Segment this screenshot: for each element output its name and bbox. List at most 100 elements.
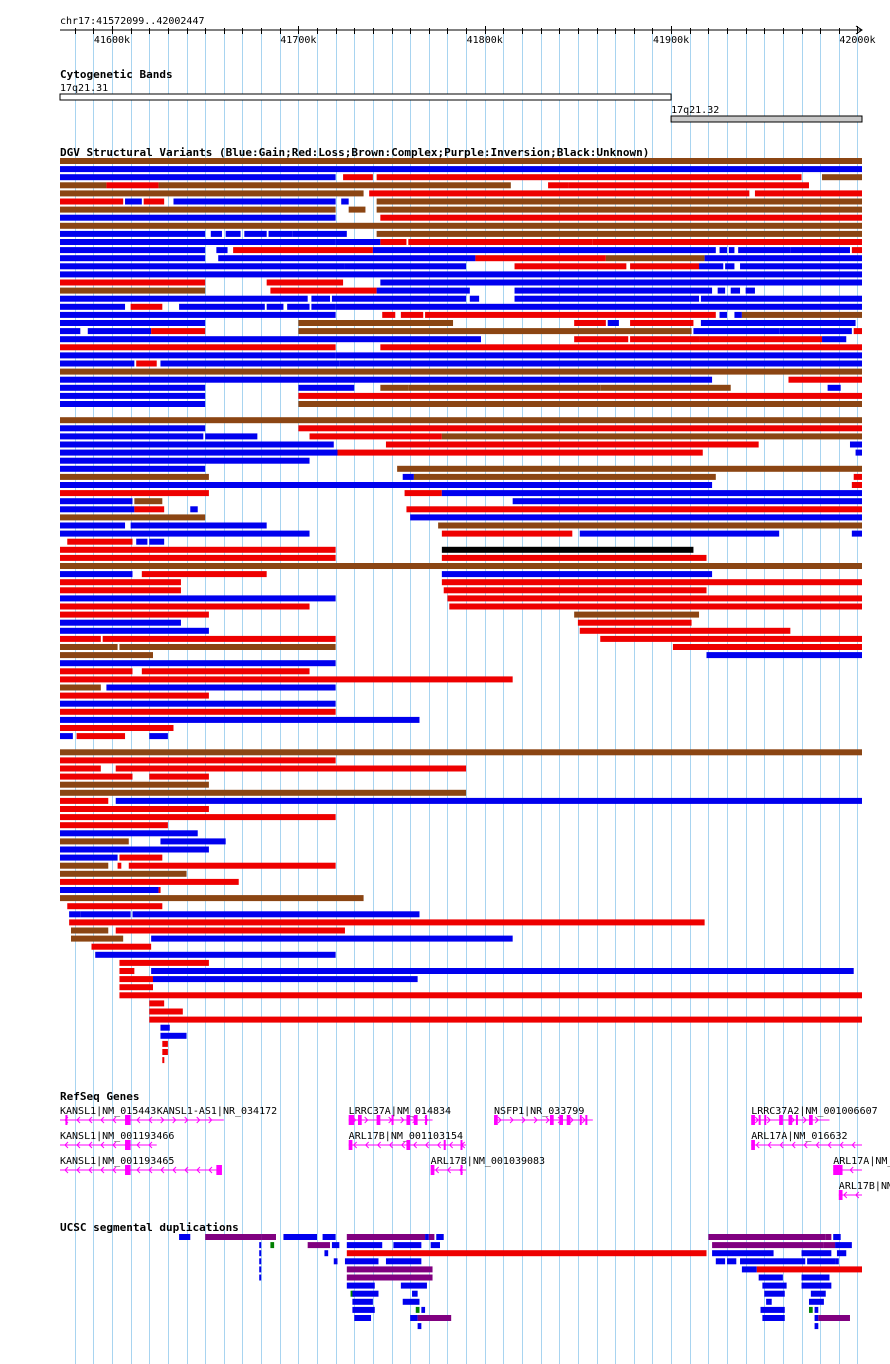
dgv-feature[interactable] <box>119 959 209 966</box>
dgv-feature[interactable] <box>331 295 467 302</box>
segdup-feature[interactable] <box>402 1298 420 1305</box>
segdup-feature[interactable] <box>726 1258 737 1265</box>
dgv-feature[interactable] <box>60 287 206 294</box>
segdup-feature[interactable] <box>764 1290 785 1297</box>
dgv-feature[interactable] <box>268 230 293 237</box>
dgv-feature[interactable] <box>60 603 310 610</box>
segdup-feature[interactable] <box>346 1266 433 1273</box>
segdup-feature[interactable] <box>801 1274 830 1281</box>
dgv-feature[interactable] <box>60 814 336 821</box>
dgv-feature[interactable] <box>60 344 336 351</box>
dgv-feature[interactable] <box>136 360 157 367</box>
dgv-feature[interactable] <box>244 230 267 237</box>
dgv-feature[interactable] <box>574 336 629 343</box>
dgv-feature[interactable] <box>851 530 862 537</box>
dgv-feature[interactable] <box>298 392 863 399</box>
dgv-feature[interactable] <box>60 425 206 432</box>
dgv-feature[interactable] <box>60 320 206 326</box>
dgv-feature[interactable] <box>60 417 862 424</box>
dgv-feature[interactable] <box>380 239 407 245</box>
dgv-feature[interactable] <box>87 328 152 335</box>
gene-label[interactable]: LRRC37A|NM_014834 <box>349 1106 451 1117</box>
dgv-feature[interactable] <box>441 546 694 553</box>
segdup-feature[interactable] <box>741 1266 757 1273</box>
dgv-feature[interactable] <box>745 287 755 294</box>
segdup-feature[interactable] <box>259 1242 262 1249</box>
dgv-feature[interactable] <box>141 668 310 675</box>
segdup-feature[interactable] <box>179 1234 191 1240</box>
dgv-feature[interactable] <box>60 198 124 205</box>
dgv-feature[interactable] <box>60 571 133 578</box>
dgv-feature[interactable] <box>630 336 700 343</box>
dgv-feature[interactable] <box>339 360 863 367</box>
dgv-feature[interactable] <box>741 311 862 318</box>
dgv-feature[interactable] <box>397 465 862 472</box>
dgv-feature[interactable] <box>60 652 153 659</box>
dgv-feature[interactable] <box>162 1057 165 1064</box>
dgv-feature[interactable] <box>380 279 862 286</box>
dgv-feature[interactable] <box>60 684 101 691</box>
dgv-feature[interactable] <box>162 1049 168 1055</box>
segdup-feature[interactable] <box>354 1315 372 1321</box>
dgv-feature[interactable] <box>60 190 364 197</box>
dgv-feature[interactable] <box>60 441 334 448</box>
dgv-feature[interactable] <box>60 725 174 731</box>
dgv-feature[interactable] <box>151 328 206 335</box>
dgv-feature[interactable] <box>298 328 692 335</box>
dgv-feature[interactable] <box>60 611 209 618</box>
segdup-feature[interactable] <box>814 1315 819 1321</box>
dgv-feature[interactable] <box>130 522 267 529</box>
dgv-feature[interactable] <box>60 644 118 650</box>
dgv-feature[interactable] <box>60 255 206 262</box>
dgv-feature[interactable] <box>376 230 862 237</box>
dgv-feature[interactable] <box>827 384 841 391</box>
segdup-feature[interactable] <box>259 1258 262 1265</box>
dgv-feature[interactable] <box>335 352 862 359</box>
segdup-feature[interactable] <box>428 1234 435 1240</box>
gene-label[interactable]: KANSL1|NM_001193466 <box>60 1131 174 1142</box>
dgv-feature[interactable] <box>233 247 373 254</box>
dgv-feature[interactable] <box>60 473 209 480</box>
segdup-feature[interactable] <box>283 1234 317 1240</box>
segdup-feature[interactable] <box>801 1250 832 1257</box>
dgv-feature[interactable] <box>60 376 713 383</box>
segdup-feature[interactable] <box>261 1234 276 1240</box>
dgv-feature[interactable] <box>298 384 355 391</box>
dgv-feature[interactable] <box>60 546 336 553</box>
dgv-feature[interactable] <box>158 887 161 893</box>
segdup-feature[interactable] <box>425 1234 429 1240</box>
segdup-feature[interactable] <box>833 1234 841 1240</box>
dgv-feature[interactable] <box>60 797 109 804</box>
dgv-feature[interactable] <box>790 247 850 254</box>
segdup-feature[interactable] <box>758 1274 783 1281</box>
segdup-feature[interactable] <box>762 1315 785 1321</box>
gene-label[interactable]: ARL17B|NM_001103154 <box>349 1131 463 1142</box>
dgv-feature[interactable] <box>600 384 731 391</box>
dgv-feature[interactable] <box>376 174 802 181</box>
segdup-feature[interactable] <box>766 1298 772 1305</box>
dgv-feature[interactable] <box>851 482 862 488</box>
dgv-feature[interactable] <box>441 433 862 440</box>
dgv-feature[interactable] <box>266 303 284 310</box>
dgv-feature[interactable] <box>60 482 713 488</box>
gene-label[interactable]: ARL17B|NM_001039083 <box>431 1156 545 1167</box>
dgv-feature[interactable] <box>95 951 336 958</box>
segdup-feature[interactable] <box>801 1282 832 1289</box>
dgv-feature[interactable] <box>514 295 700 302</box>
dgv-feature[interactable] <box>158 182 511 189</box>
dgv-feature[interactable] <box>311 295 331 302</box>
segdup-feature[interactable] <box>762 1282 787 1289</box>
dgv-feature[interactable] <box>717 287 726 294</box>
dgv-feature[interactable] <box>60 158 862 164</box>
dgv-feature[interactable] <box>404 490 442 497</box>
dgv-feature[interactable] <box>441 571 713 578</box>
segdup-feature[interactable] <box>352 1298 373 1305</box>
dgv-feature[interactable] <box>106 182 159 189</box>
dgv-feature[interactable] <box>60 595 336 602</box>
dgv-feature[interactable] <box>60 166 862 173</box>
dgv-feature[interactable] <box>173 198 336 205</box>
dgv-feature[interactable] <box>134 506 165 513</box>
segdup-feature[interactable] <box>346 1250 707 1257</box>
dgv-feature[interactable] <box>210 230 222 237</box>
dgv-feature[interactable] <box>693 328 780 335</box>
